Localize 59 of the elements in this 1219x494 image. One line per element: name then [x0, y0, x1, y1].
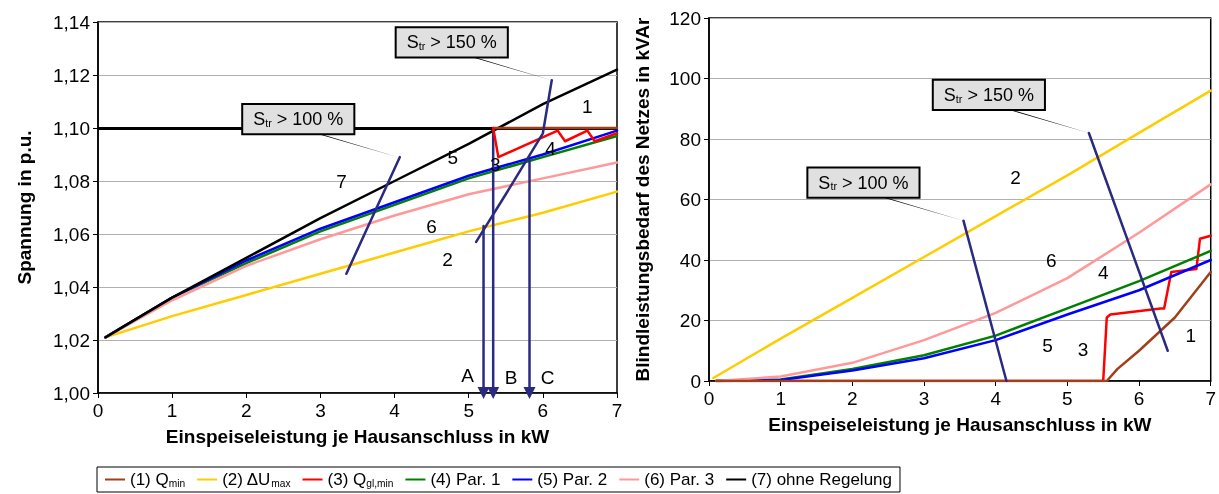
y-tick-label: 1,08 [53, 170, 90, 192]
x-tick-label: 5 [463, 400, 474, 421]
y-tick-label: 1,10 [53, 117, 90, 139]
legend-label: (1) Qmin [130, 470, 186, 489]
x-tick-label: 2 [847, 388, 858, 409]
annotation: 7 [336, 171, 347, 193]
x-tick-label: 7 [1205, 388, 1217, 409]
annotation: 6 [426, 216, 437, 238]
x-tick-label: 6 [537, 400, 549, 421]
annotation: 4 [1097, 262, 1109, 284]
x-tick-label: 3 [315, 400, 326, 421]
y-tick-label: 0 [690, 370, 701, 392]
annotation: C [540, 366, 555, 388]
annotation: 2 [1010, 167, 1021, 189]
annotation: 3 [1077, 338, 1089, 360]
y-tick-label: 1,02 [53, 329, 90, 351]
x-tick-label: 7 [611, 400, 623, 421]
x-tick-label: 5 [1062, 388, 1073, 409]
y-tick-label: 1,00 [53, 382, 90, 404]
y-tick-label: 100 [669, 68, 701, 89]
legend-label: (2) ΔUmax [222, 470, 291, 489]
annotation: 2 [442, 249, 453, 271]
annotation: Str > 100 % [253, 109, 344, 130]
legend-label: (4) Par. 1 [430, 470, 501, 489]
annotation: 5 [1042, 334, 1053, 356]
annotation: 1 [1185, 324, 1197, 346]
x-tick-label: 1 [166, 400, 178, 421]
y-tick-label: 1,04 [53, 276, 91, 298]
x-tick-label: 0 [703, 388, 715, 409]
legend-label: (7) ohne Regelung [751, 470, 892, 489]
y-tick-label: 20 [679, 310, 701, 331]
y-tick-label: 120 [669, 7, 701, 29]
annotation: 6 [1046, 249, 1057, 271]
x-axis-title: Einspeiseleistung je Hausanschluss in kW [768, 414, 1152, 436]
x-tick-label: 0 [92, 400, 104, 421]
y-tick-label: 1,12 [53, 64, 90, 86]
y-tick-label: 40 [679, 249, 701, 271]
x-axis-title: Einspeiseleistung je Hausanschluss in kW [165, 426, 550, 448]
annotation: B [504, 366, 518, 388]
y-tick-label: 80 [679, 128, 701, 150]
x-tick-label: 4 [990, 388, 1002, 409]
x-tick-label: 3 [918, 388, 930, 409]
annotation: Str > 150 % [406, 32, 497, 53]
y-tick-label: 1,14 [53, 11, 91, 33]
y-tick-label: 60 [679, 189, 701, 210]
x-tick-label: 6 [1133, 388, 1145, 409]
annotation: A [461, 364, 475, 386]
annotation: Str > 150 % [943, 84, 1034, 105]
x-tick-label: 4 [389, 400, 401, 421]
x-tick-label: 2 [241, 400, 252, 421]
legend-label: (5) Par. 2 [537, 470, 608, 489]
y-axis-title: Spannung in p.u. [13, 130, 35, 285]
y-tick-label: 1,06 [53, 223, 90, 245]
annotation: 1 [582, 95, 593, 117]
y-axis-title: Blindleistungsbedarf des Netzes in kVAr [631, 16, 653, 382]
x-tick-label: 1 [775, 388, 786, 409]
legend-label: (6) Par. 3 [644, 470, 715, 489]
legend-label: (3) Qgl,min [327, 470, 394, 489]
annotation: Str > 100 % [818, 172, 909, 193]
